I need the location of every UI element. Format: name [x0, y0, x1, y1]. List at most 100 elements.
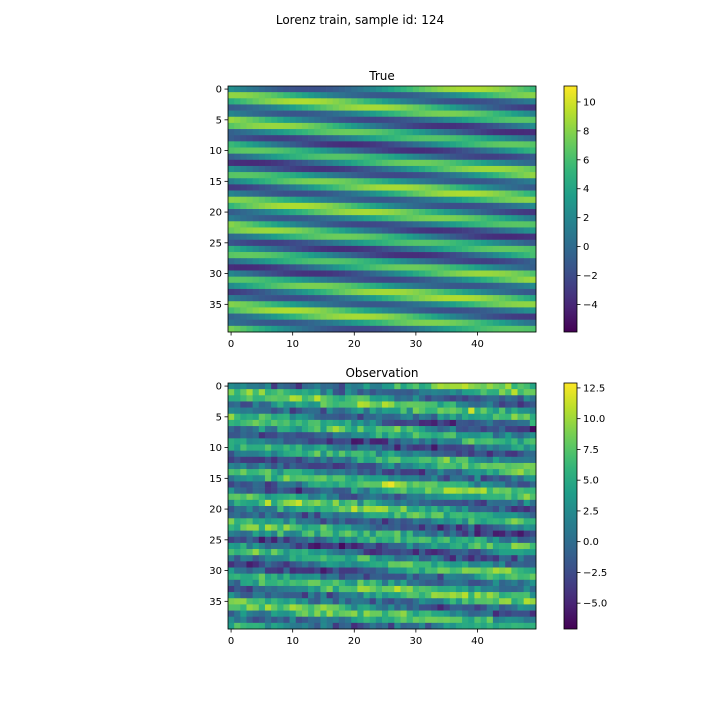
heatmap-cell	[326, 190, 334, 198]
heatmap-cell	[455, 295, 463, 302]
heatmap-cell	[252, 313, 260, 321]
heatmap-cell	[437, 159, 444, 167]
heatmap-cell	[375, 561, 383, 568]
heatmap-cell	[228, 135, 235, 142]
heatmap-cell	[529, 190, 537, 198]
heatmap-cell	[240, 475, 247, 482]
heatmap-cell	[357, 585, 364, 593]
heatmap-cell	[228, 190, 235, 198]
heatmap-cell	[462, 469, 469, 476]
heatmap-cell	[499, 555, 506, 562]
heatmap-cell	[443, 450, 451, 458]
heatmap-cell	[351, 165, 358, 173]
heatmap-cell	[264, 604, 272, 611]
heatmap-cell	[474, 233, 481, 241]
heatmap-cell	[505, 221, 512, 228]
heatmap-cell	[314, 159, 321, 167]
heatmap-cell	[517, 610, 525, 618]
heatmap-cell	[511, 264, 518, 271]
heatmap-cell	[462, 450, 469, 458]
heatmap-cell	[277, 561, 284, 568]
heatmap-cell	[375, 426, 383, 433]
heatmap-cell	[258, 549, 266, 556]
heatmap-cell	[382, 202, 389, 210]
heatmap-cell	[474, 622, 481, 630]
heatmap-cell	[505, 141, 512, 148]
heatmap-cell	[412, 426, 420, 433]
heatmap-cell	[326, 233, 334, 241]
heatmap-cell	[388, 141, 395, 148]
heatmap-cell	[234, 209, 241, 216]
heatmap-cell	[338, 444, 346, 451]
heatmap-cell	[480, 389, 488, 396]
heatmap-cell	[382, 450, 389, 458]
heatmap-cell	[258, 233, 266, 241]
heatmap-cell	[375, 512, 383, 519]
heatmap-cell	[486, 401, 494, 408]
heatmap-cell	[437, 129, 444, 136]
x-tick-label: 20	[348, 636, 361, 647]
heatmap-cell	[258, 245, 266, 253]
heatmap-cell	[326, 159, 334, 167]
heatmap-cell	[375, 319, 383, 327]
heatmap-cell	[375, 159, 383, 167]
heatmap-cell	[517, 518, 525, 525]
heatmap-cell	[499, 184, 506, 191]
heatmap-cell	[400, 530, 407, 538]
heatmap-cell	[443, 270, 451, 277]
heatmap-cell	[314, 301, 321, 308]
heatmap-cell	[406, 487, 414, 495]
heatmap-cell	[369, 282, 377, 290]
heatmap-cell	[400, 487, 407, 495]
heatmap-cell	[406, 215, 414, 222]
heatmap-cell	[240, 506, 247, 513]
heatmap-cell	[431, 184, 438, 191]
heatmap-cell	[388, 239, 395, 247]
heatmap-cell	[308, 184, 315, 191]
heatmap-cell	[480, 147, 488, 154]
heatmap-cell	[264, 469, 272, 476]
heatmap-cell	[412, 288, 420, 296]
heatmap-cell	[258, 104, 266, 111]
heatmap-cell	[240, 319, 247, 327]
heatmap-cell	[443, 383, 451, 390]
heatmap-cell	[295, 313, 303, 321]
heatmap-cell	[382, 135, 389, 142]
heatmap-cell	[400, 469, 407, 476]
heatmap-cell	[295, 172, 303, 179]
heatmap-cell	[517, 450, 525, 458]
heatmap-cell	[486, 579, 494, 587]
heatmap-cell	[486, 209, 494, 216]
heatmap-cell	[449, 184, 457, 191]
heatmap-cell	[234, 245, 241, 253]
heatmap-cell	[529, 592, 537, 599]
heatmap-cell	[443, 245, 451, 253]
heatmap-cell	[351, 561, 358, 568]
heatmap-cell	[258, 518, 266, 525]
heatmap-cell	[363, 524, 371, 531]
heatmap-cell	[425, 221, 432, 228]
heatmap-cell	[258, 432, 266, 439]
heatmap-cell	[455, 604, 463, 611]
heatmap-cell	[351, 159, 358, 167]
heatmap-cell	[505, 444, 512, 451]
heatmap-cell	[357, 432, 364, 439]
heatmap-cell	[320, 190, 327, 198]
heatmap-cell	[492, 530, 500, 538]
heatmap-cell	[326, 92, 334, 99]
heatmap-cell	[449, 592, 457, 599]
heatmap-cell	[431, 245, 438, 253]
heatmap-cell	[338, 221, 346, 228]
heatmap-cell	[412, 512, 420, 519]
heatmap-cell	[511, 135, 518, 142]
heatmap-title: Observation	[345, 366, 418, 380]
heatmap-cell	[486, 450, 494, 458]
heatmap-cell	[492, 196, 500, 204]
heatmap-cell	[425, 506, 432, 513]
heatmap-cell	[338, 573, 346, 581]
heatmap-cell	[363, 426, 371, 433]
heatmap-cell	[264, 475, 272, 482]
heatmap-cell	[394, 282, 401, 290]
heatmap-cell	[308, 481, 315, 488]
heatmap-cell	[295, 506, 303, 513]
